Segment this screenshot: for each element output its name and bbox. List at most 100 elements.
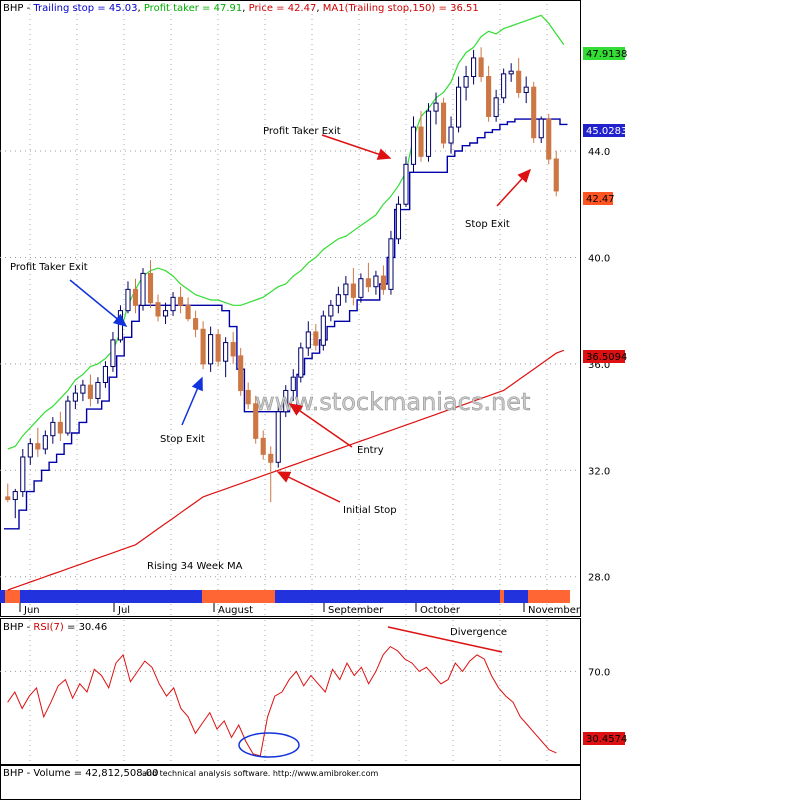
footer-credit: and technical analysis software. http://… (142, 769, 378, 778)
candle-body (358, 278, 364, 298)
candle-body (20, 456, 26, 493)
candle-body (290, 376, 296, 391)
rsi-low-circle (238, 732, 300, 758)
candle-body (501, 73, 507, 99)
candle-body (50, 421, 56, 437)
candle-body (433, 102, 439, 112)
stop-exit-arrow-1 (181, 376, 203, 426)
candle-body (320, 315, 326, 346)
header-symbol: BHP (3, 3, 23, 14)
month-label: August (218, 605, 253, 616)
header-ma-value: 36.51 (450, 3, 479, 14)
candle-body (418, 126, 424, 157)
volume-strip (0, 590, 570, 603)
rsi-header: BHP - RSI(7) = 30.46 (3, 622, 107, 633)
candle-body (508, 70, 514, 75)
candle-body (538, 118, 544, 139)
candle-body (5, 496, 11, 501)
badge-ma-text: 36.5094 (586, 352, 627, 363)
price-tick-label: 40.0 (588, 253, 610, 264)
candle-body (140, 272, 146, 306)
candle-body (170, 296, 176, 312)
candle-body (410, 126, 417, 165)
stop-exit-arrow-2 (496, 168, 532, 207)
candle-body (275, 411, 281, 463)
price-tick-label: 36.0 (588, 360, 610, 371)
candle-body (305, 331, 311, 349)
candle-body (110, 339, 116, 368)
candle-body (350, 283, 356, 298)
candle-body (268, 453, 274, 463)
candle-body (200, 328, 206, 365)
candle-body (298, 347, 304, 378)
header-profit-value: 47.91 (214, 3, 243, 14)
candle-body (117, 310, 124, 341)
candle-body (493, 97, 499, 117)
annotation-stop-exit-2: Stop Exit (465, 219, 510, 230)
candle-body (456, 86, 462, 128)
candle-body (132, 288, 139, 306)
candle-body (365, 278, 371, 288)
badge-ma: 36.5094 (583, 350, 627, 363)
candle-body (162, 310, 169, 317)
candle-body (72, 392, 78, 402)
regime-segment (528, 590, 570, 603)
candle-body (42, 435, 48, 450)
regime-segment (500, 590, 504, 603)
month-label: November (528, 605, 581, 616)
candle-body (87, 384, 93, 399)
badge-profit-text: 47.9138 (586, 49, 627, 60)
candle-body (230, 342, 236, 357)
header-trailing-value: 45.03 (109, 3, 138, 14)
candle-body (380, 275, 386, 290)
initial-stop-arrow (276, 471, 341, 503)
candle-body (178, 296, 184, 306)
candle-body (223, 342, 229, 362)
divergence-line (387, 626, 503, 653)
regime-segment (504, 590, 528, 603)
candle-body (95, 381, 101, 399)
month-label: Jul (117, 605, 130, 616)
price-tick-label: 32.0 (588, 466, 610, 477)
candle-body (238, 355, 244, 391)
price-tick-label: 44.0 (588, 147, 610, 158)
rsi-layer (0, 645, 580, 757)
candle-body (313, 331, 319, 346)
candle-body (523, 86, 529, 93)
candle-body (373, 275, 379, 288)
candle-body (260, 437, 266, 455)
regime-segment (202, 590, 275, 603)
candle-body (253, 403, 259, 439)
volume-panel-frame (0, 765, 581, 800)
candle-body (343, 283, 349, 296)
annotation-profit-exit-2: Profit Taker Exit (263, 126, 341, 137)
profit-exit-arrow-2 (321, 134, 392, 160)
candle-body (531, 86, 537, 139)
profit-exit-arrow-1 (69, 279, 128, 327)
header-trailing-label: Trailing stop (32, 3, 94, 14)
candle-body (395, 203, 402, 240)
regime-segment (20, 590, 202, 603)
candle-body (125, 288, 131, 312)
annotation-stop-exit-1: Stop Exit (160, 434, 205, 445)
candle-body (185, 304, 191, 320)
candle-body (448, 126, 454, 144)
month-label: September (328, 605, 384, 616)
candle-body (27, 443, 33, 458)
rsi-header-value: 30.46 (79, 622, 108, 633)
rsi-panel-frame (0, 618, 581, 765)
candle-body (283, 389, 289, 413)
ma-line (7, 349, 565, 591)
candle-body (215, 334, 221, 362)
candle-body (546, 118, 552, 160)
badge-price-text: 42.47 (586, 194, 615, 205)
price-panel-frame (0, 0, 581, 617)
annotation-entry: Entry (357, 445, 384, 456)
rsi-line (7, 645, 557, 757)
candle-layer (5, 47, 559, 519)
entry-arrow (288, 403, 353, 448)
candle-body (553, 158, 559, 192)
candle-body (463, 76, 469, 88)
